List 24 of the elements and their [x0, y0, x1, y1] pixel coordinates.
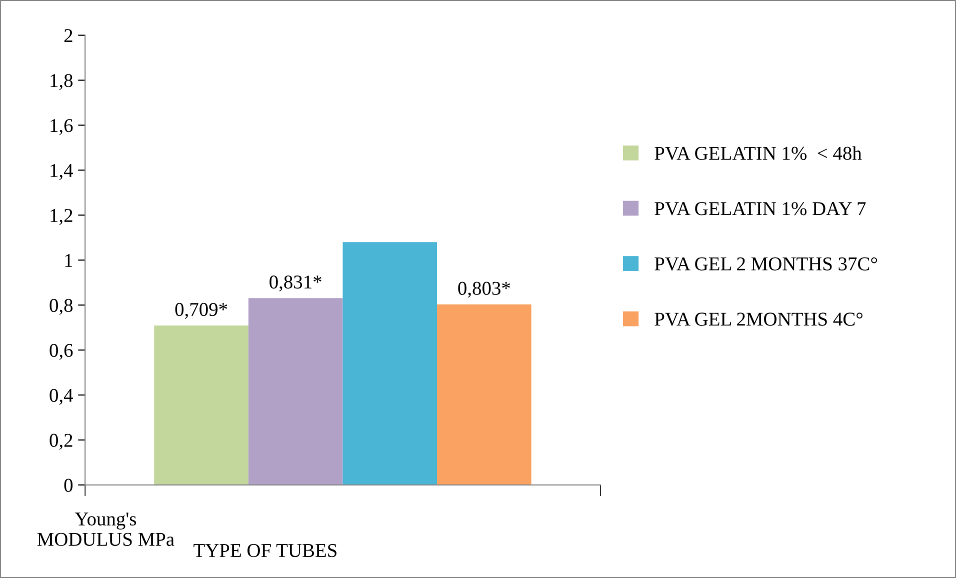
y-tick-label: 1,2: [50, 209, 72, 225]
y-tick-label: 2: [64, 29, 72, 42]
data-label: 0,831*: [270, 275, 322, 292]
legend-label: PVA GELATIN 1% DAY 7: [654, 202, 866, 216]
y-tick-label: 1,4: [50, 164, 73, 180]
legend-label: PVA GELATIN 1% < 48h: [654, 146, 862, 160]
data-label: 0,803*: [458, 282, 510, 298]
bar: [248, 298, 343, 485]
data-label: 0,709*: [175, 302, 228, 319]
y-tick-label: 1,8: [50, 74, 73, 90]
bar: [154, 326, 248, 485]
x-axis-title: TYPE OF TUBES: [194, 544, 336, 558]
y-tick-label: 0,4: [50, 388, 73, 405]
legend-label: PVA GEL 2 MONTHS 37C°: [654, 257, 878, 271]
legend-label: PVA GEL 2MONTHS 4C°: [654, 312, 862, 326]
y-tick-label: 0: [64, 478, 73, 492]
bar: [342, 242, 438, 485]
y-tick-label: 0,6: [50, 344, 73, 360]
y-tick-label: 1: [65, 254, 72, 267]
y-tick-label: 0,8: [50, 298, 73, 315]
y-tick-label: 1,6: [50, 119, 73, 135]
bar: [437, 304, 532, 485]
y-axis-title: Young's MODULUS MPa: [37, 512, 174, 546]
y-tick-label: 0,2: [50, 434, 72, 450]
